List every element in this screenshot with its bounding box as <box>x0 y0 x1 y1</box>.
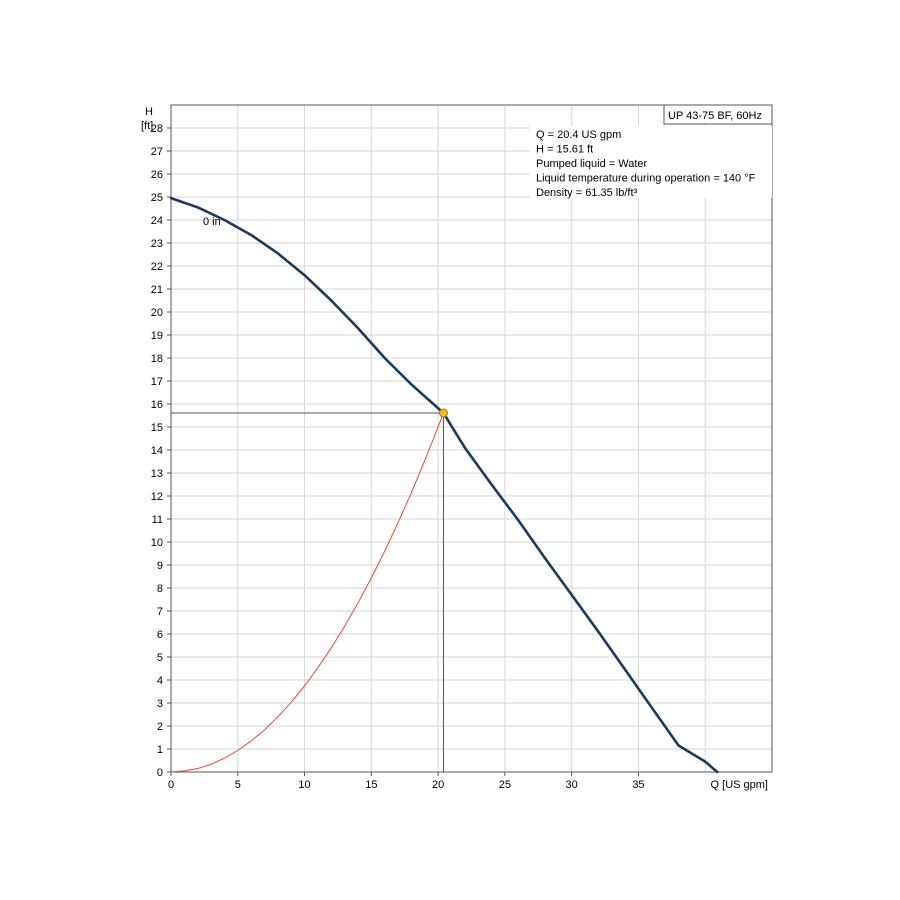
operating-point-guides <box>171 408 448 772</box>
y-tick-label: 19 <box>151 330 163 342</box>
title-box: UP 43-75 BF, 60Hz <box>663 104 773 125</box>
info-line: H = 15.61 ft <box>536 144 593 156</box>
y-tick-label: 2 <box>157 721 163 733</box>
y-tick-label: 25 <box>151 192 163 204</box>
x-tick-label: 5 <box>235 779 241 791</box>
x-tick-label: 35 <box>632 779 644 791</box>
y-tick-label: 4 <box>157 675 163 687</box>
system-curve-line <box>170 412 444 773</box>
y-tick-label: 17 <box>151 376 163 388</box>
axis-ticks: 0123456789101112131415161718192021222324… <box>151 123 645 791</box>
y-tick-label: 0 <box>157 767 163 779</box>
y-axis-unit: [ft] <box>141 120 153 132</box>
y-tick-label: 9 <box>157 560 163 572</box>
title-box-frame <box>663 104 773 125</box>
y-tick-label: 15 <box>151 422 163 434</box>
x-tick-label: 10 <box>298 779 310 791</box>
series <box>169 196 719 774</box>
pump-curve-line <box>169 196 719 774</box>
y-tick-label: 26 <box>151 169 163 181</box>
y-tick-label: 28 <box>151 123 163 135</box>
y-tick-label: 3 <box>157 698 163 710</box>
y-tick-label: 1 <box>157 744 163 756</box>
curve-label: 0 in <box>203 216 221 228</box>
y-tick-label: 14 <box>151 445 163 457</box>
operating-point-marker <box>438 408 448 418</box>
x-tick-label: 25 <box>499 779 511 791</box>
x-tick-label: 0 <box>168 779 174 791</box>
y-tick-label: 27 <box>151 146 163 158</box>
y-tick-label: 24 <box>151 215 163 227</box>
info-line: Q = 20.4 US gpm <box>536 129 621 141</box>
y-tick-label: 20 <box>151 307 163 319</box>
info-box: Q = 20.4 US gpm H = 15.61 ft Pumped liquid… <box>530 126 772 199</box>
x-tick-label: 20 <box>432 779 444 791</box>
info-box-background <box>530 126 772 198</box>
y-tick-label: 11 <box>152 514 163 526</box>
info-line: Density = 61.35 lb/ft³ <box>536 187 638 199</box>
info-line: Pumped liquid = Water <box>536 158 648 170</box>
y-tick-label: 13 <box>151 468 163 480</box>
x-tick-label: 15 <box>365 779 377 791</box>
x-tick-label: 30 <box>566 779 578 791</box>
y-tick-label: 8 <box>157 583 163 595</box>
y-tick-label: 12 <box>151 491 163 503</box>
y-tick-label: 5 <box>157 652 163 664</box>
plot-frame <box>170 104 773 773</box>
y-tick-label: 22 <box>151 261 163 273</box>
chart-title: UP 43-75 BF, 60Hz <box>668 110 762 122</box>
y-tick-label: 23 <box>151 238 163 250</box>
y-tick-label: 16 <box>151 399 163 411</box>
y-axis-label: H <box>145 106 153 118</box>
y-tick-label: 7 <box>157 606 163 618</box>
info-line: Liquid temperature during operation = 14… <box>536 173 756 185</box>
y-tick-label: 10 <box>151 537 163 549</box>
y-tick-label: 21 <box>151 284 163 296</box>
grid <box>171 105 772 772</box>
y-tick-label: 6 <box>157 629 163 641</box>
x-axis-label: Q [US gpm] <box>711 779 768 791</box>
y-tick-label: 18 <box>151 353 163 365</box>
